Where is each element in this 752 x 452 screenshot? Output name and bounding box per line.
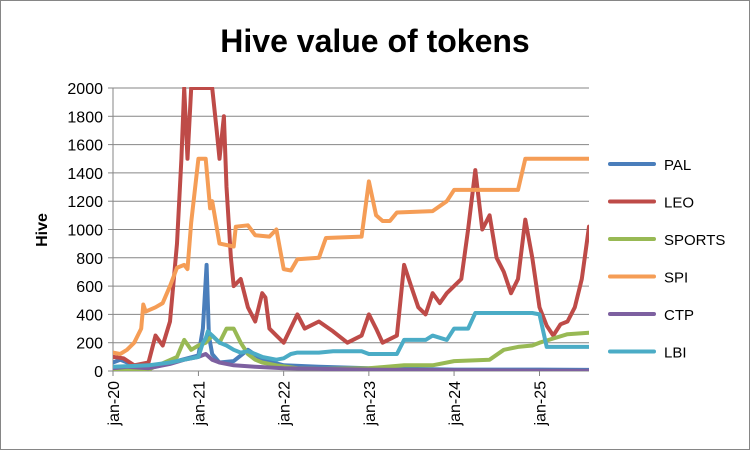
x-tick-label: jan-23 — [362, 381, 379, 427]
x-tick-label: jan-20 — [106, 381, 123, 427]
y-tick-label: 0 — [94, 364, 103, 381]
y-tick-label: 400 — [76, 307, 103, 324]
legend-label-ctp: CTP — [664, 307, 694, 324]
chart-title: Hive value of tokens — [220, 23, 529, 59]
legend-label-sports: SPORTS — [664, 232, 725, 249]
legend: PAL LEO SPORTS SPI CTP LBI — [608, 157, 725, 362]
y-tick-label: 800 — [76, 251, 103, 268]
x-tick-label: jan-25 — [533, 381, 550, 427]
x-tick-label: jan-21 — [191, 381, 208, 427]
legend-label-pal: PAL — [664, 157, 691, 174]
y-tick-label: 200 — [76, 336, 103, 353]
legend-label-leo: LEO — [664, 195, 694, 212]
series-line-lbi — [113, 311, 589, 369]
series-lines — [113, 87, 589, 371]
y-tick-label: 1000 — [67, 223, 103, 240]
x-tick-label: jan-22 — [277, 381, 294, 427]
y-tick-label: 1200 — [67, 194, 103, 211]
axes: 0 200 400 600 800 1000 1200 1400 1600 1800 2000 jan… — [67, 81, 589, 426]
y-tick-label: 600 — [76, 279, 103, 296]
x-tick-label: jan-24 — [447, 381, 464, 427]
y-tick-label: 1400 — [67, 166, 103, 183]
legend-label-spi: SPI — [664, 270, 688, 287]
y-tick-label: 1600 — [67, 138, 103, 155]
series-line-sports — [113, 326, 589, 371]
legend-label-lbi: LBI — [664, 345, 687, 362]
y-tick-label: 1800 — [67, 109, 103, 126]
series-line-leo — [113, 87, 589, 368]
y-tick-label: 2000 — [67, 81, 103, 98]
y-axis-label: Hive — [34, 213, 51, 247]
series-line-spi — [113, 156, 589, 356]
